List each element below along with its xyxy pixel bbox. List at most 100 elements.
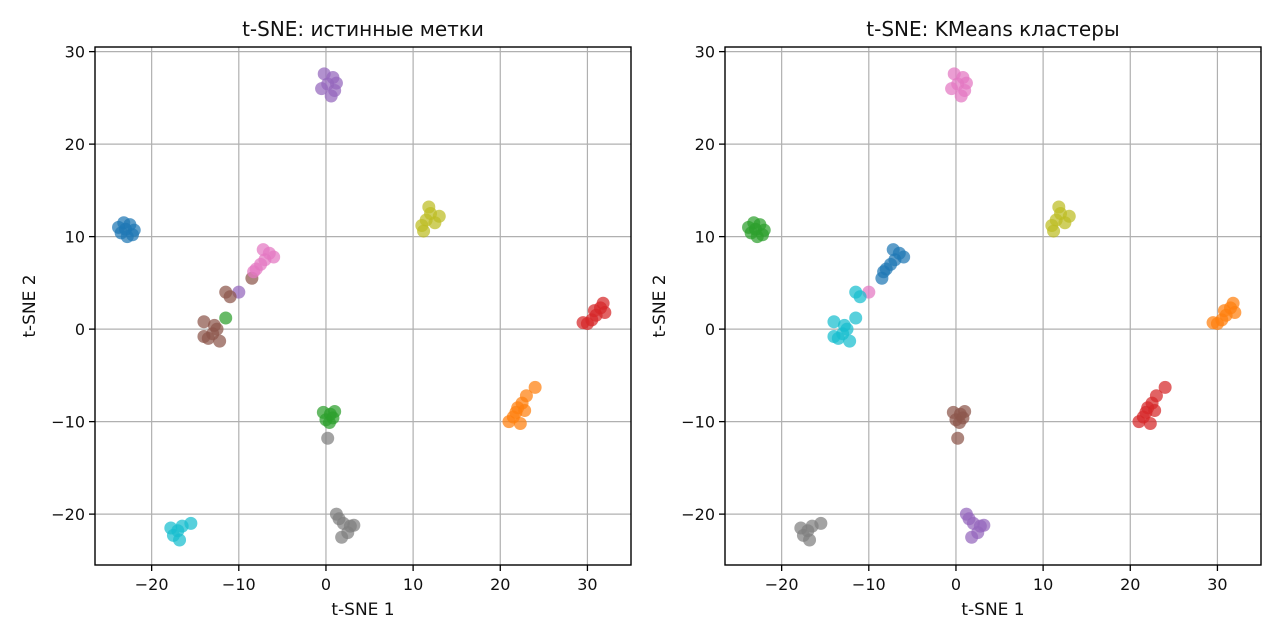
scatter-point [956,411,970,425]
series-0 [112,216,141,244]
x-tick-label: 30 [1207,575,1227,594]
scatter-point [223,290,237,304]
y-tick-label: 10 [695,228,715,247]
scatter-point [528,380,542,394]
x-axis-label: t-SNE 1 [331,600,394,620]
scatter-point [947,67,961,81]
scatter-point [965,530,979,544]
scatter-point [951,431,965,445]
scatter-point [213,334,227,348]
y-tick-label: 10 [65,228,85,247]
x-tick-label: 30 [577,575,597,594]
scatter-point [518,404,532,418]
scatter-point [977,518,991,532]
scatter-point [502,415,516,429]
scatter-point [329,507,343,521]
scatter-point [945,82,959,96]
scatter-point [316,405,330,419]
scatter-point [267,250,281,264]
x-tick-label: 20 [490,575,510,594]
scatter-point [886,243,900,257]
series-4 [862,67,973,299]
scatter-point [422,200,436,214]
scatter-point [513,416,527,430]
scatter-point [853,290,867,304]
scatter-point [321,431,335,445]
y-tick-label: 0 [705,320,715,339]
plot-frame [94,46,632,566]
scatter-point [1226,296,1240,310]
scatter-point [1158,380,1172,394]
scatter-point [197,330,211,344]
scatter-point [219,311,233,325]
scatter-point [125,228,139,242]
series-7 [321,431,361,544]
x-tick-label: 0 [951,575,961,594]
series-8 [1045,200,1076,238]
chart-title: t-SNE: истинные метки [242,17,484,41]
scatter-point [959,507,973,521]
scatter-point [207,318,221,332]
scatter-point [814,516,828,530]
chart-title: t-SNE: KMeans кластеры [866,17,1119,41]
scatter-point [755,228,769,242]
scatter-point [1143,416,1157,430]
scatter-point [329,76,343,90]
series-1 [1132,380,1172,430]
series-2 [946,404,972,445]
y-tick-label: −10 [681,413,715,432]
y-tick-label: 30 [695,43,715,62]
scatter-point [1052,200,1066,214]
series-1 [502,380,542,430]
series-8 [415,200,446,238]
x-tick-label: 0 [321,575,331,594]
y-tick-label: 20 [695,135,715,154]
scatter-point [827,330,841,344]
scatter-point [954,89,968,103]
scatter-point [849,311,863,325]
series-3 [1206,296,1242,331]
scatter-point [417,224,431,238]
scatter-point [315,82,329,96]
scatter-panel-true-labels: −20 −10 0 10 20 30 −20 −10 0 10 20 30 t-SNE: истинны… [20,17,632,620]
series-3 [576,296,612,331]
scatter-point [1132,415,1146,429]
series-5 [827,285,867,348]
scatter-point [794,521,808,535]
series-6 [875,243,911,285]
scatter-point [827,315,841,329]
scatter-point [317,67,331,81]
scatter-point [432,209,446,223]
series-9 [164,516,198,547]
x-tick-label: −20 [135,575,169,594]
plot-frame [724,46,1262,566]
series-6 [247,243,281,279]
scatter-point [519,389,533,403]
x-tick-label: 10 [403,575,423,594]
scatter-point [256,243,270,257]
scatter-point [324,89,338,103]
scatter-point [837,318,851,332]
scatter-point [335,530,349,544]
scatter-point [173,533,187,547]
x-axis-label: t-SNE 1 [961,600,1024,620]
scatter-point [946,405,960,419]
y-tick-label: 0 [75,320,85,339]
scatter-point [347,518,361,532]
series-4 [232,67,343,299]
scatter-point [247,265,261,279]
y-axis-label: t-SNE 2 [20,274,40,337]
scatter-point [197,315,211,329]
series-9 [794,516,828,547]
scatter-point [576,316,590,330]
x-tick-label: −10 [222,575,256,594]
scatter-point [747,216,761,230]
x-tick-label: −10 [852,575,886,594]
scatter-point [587,304,601,318]
y-axis-label: t-SNE 2 [650,274,670,337]
scatter-point [117,216,131,230]
series-0 [742,216,771,244]
scatter-point [596,296,610,310]
series-7 [959,507,991,544]
